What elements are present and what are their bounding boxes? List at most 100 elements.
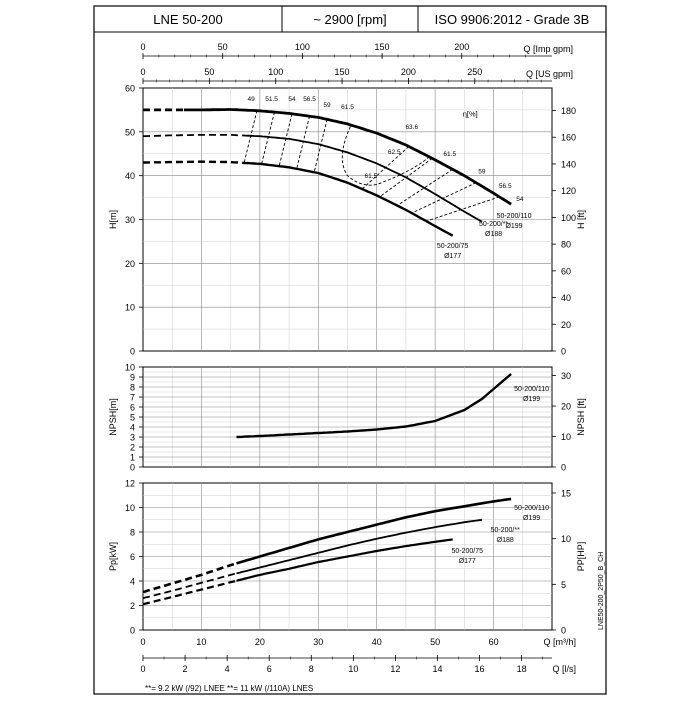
efficiency-label: 49 bbox=[247, 96, 255, 103]
efficiency-label: 61.5 bbox=[341, 104, 354, 111]
us-gpm-tick-label: 150 bbox=[335, 67, 350, 77]
efficiency-isoline bbox=[261, 112, 275, 165]
ls-tick-label: 18 bbox=[517, 664, 527, 674]
power-curve-label: Ø199 bbox=[523, 515, 540, 522]
right-axis-title: H [ft] bbox=[576, 210, 586, 229]
head-curve-label: Ø188 bbox=[485, 231, 502, 238]
efficiency-label: 54 bbox=[288, 96, 296, 103]
ls-tick-label: 2 bbox=[183, 664, 188, 674]
left-tick-label: 5 bbox=[130, 413, 135, 423]
efficiency-isoline bbox=[426, 196, 500, 222]
power-curve bbox=[236, 497, 512, 565]
left-tick-label: 7 bbox=[130, 393, 135, 403]
us-gpm-tick-label: 200 bbox=[401, 67, 416, 77]
imp-gpm-tick-label: 150 bbox=[375, 42, 390, 52]
ls-tick-label: 6 bbox=[267, 664, 272, 674]
us-gpm-tick-label: 0 bbox=[140, 67, 145, 77]
us-gpm-tick-label: 250 bbox=[467, 67, 482, 77]
efficiency-isoline bbox=[278, 113, 293, 167]
right-tick-label: 40 bbox=[561, 293, 571, 303]
left-tick-label: 2 bbox=[130, 601, 135, 611]
efficiency-label: 61.5 bbox=[365, 173, 378, 180]
left-tick-label: 4 bbox=[130, 423, 135, 433]
efficiency-unit-label: η[%] bbox=[463, 109, 478, 118]
ls-tick-label: 14 bbox=[432, 664, 442, 674]
right-axis-title: PP[HP] bbox=[576, 542, 586, 572]
left-tick-label: 8 bbox=[130, 383, 135, 393]
left-tick-label: 30 bbox=[125, 215, 135, 225]
m3h-tick-label: 40 bbox=[372, 637, 382, 647]
left-axis-title: H[m] bbox=[108, 210, 118, 229]
grid-lines bbox=[143, 88, 552, 630]
sheet-border bbox=[93, 5, 607, 695]
labels-layer: 50-200/110Ø19950-200/**Ø18850-200/75Ø177… bbox=[437, 213, 549, 565]
efficiency-isoline bbox=[296, 116, 310, 169]
power-curve-dashed bbox=[142, 562, 237, 594]
efficiency-label: 56.5 bbox=[499, 183, 512, 190]
footnote: **= 9.2 kW (/92) LNEE **= 11 kW (/110A) … bbox=[145, 684, 313, 693]
drawing-code: LNE50-200_2P50_B_CH bbox=[598, 552, 605, 630]
power-curve-label: 50-200/75 bbox=[452, 548, 484, 555]
npsh-curve-label: 50-200/110 bbox=[514, 386, 549, 393]
left-tick-label: 3 bbox=[130, 433, 135, 443]
efficiency-isoline bbox=[396, 168, 453, 206]
right-tick-label: 140 bbox=[561, 159, 576, 169]
m3h-tick-label: 30 bbox=[313, 637, 323, 647]
efficiency-label: 51.5 bbox=[265, 96, 278, 103]
head-curve bbox=[183, 108, 512, 206]
left-tick-label: 2 bbox=[130, 443, 135, 453]
left-tick-label: 10 bbox=[125, 303, 135, 313]
power-curve bbox=[236, 538, 453, 582]
left-tick-label: 20 bbox=[125, 259, 135, 269]
imp-gpm-axis-title: Q [Imp gpm] bbox=[523, 44, 573, 54]
efficiency-label: 61.5 bbox=[443, 151, 456, 158]
efficiency-isoline bbox=[243, 110, 258, 163]
imp-gpm-tick-label: 0 bbox=[140, 42, 145, 52]
head-curve-label: 50-200/** bbox=[479, 221, 508, 228]
right-tick-label: 0 bbox=[561, 347, 566, 357]
head-curve-label: Ø199 bbox=[505, 223, 522, 230]
ls-tick-label: 16 bbox=[475, 664, 485, 674]
power-curve-dashed bbox=[142, 572, 237, 599]
efficiency-isoline bbox=[411, 182, 477, 214]
right-tick-label: 15 bbox=[561, 488, 571, 498]
right-tick-label: 180 bbox=[561, 106, 576, 116]
npsh-curve bbox=[236, 373, 512, 439]
left-tick-label: 9 bbox=[130, 373, 135, 383]
right-tick-label: 160 bbox=[561, 133, 576, 143]
ls-tick-label: 0 bbox=[140, 664, 145, 674]
left-tick-label: 6 bbox=[130, 403, 135, 413]
left-tick-label: 0 bbox=[130, 347, 135, 357]
efficiency-label: 56.5 bbox=[303, 96, 316, 103]
power-curve-label: 50-200/** bbox=[491, 527, 520, 534]
m3h-tick-label: 60 bbox=[489, 637, 499, 647]
right-tick-label: 0 bbox=[561, 463, 566, 473]
efficiency-label: 59 bbox=[323, 102, 331, 109]
head-curve-label: 50-200/75 bbox=[437, 243, 469, 250]
head-curve bbox=[242, 134, 483, 223]
us-gpm-tick-label: 50 bbox=[204, 67, 214, 77]
imp-gpm-tick-label: 50 bbox=[218, 42, 228, 52]
efficiency-label: 59 bbox=[478, 168, 486, 175]
right-tick-label: 5 bbox=[561, 580, 566, 590]
m3h-tick-label: 0 bbox=[140, 637, 145, 647]
curves-layer bbox=[142, 108, 512, 606]
left-tick-label: 60 bbox=[125, 84, 135, 94]
efficiency-isoline bbox=[313, 119, 328, 173]
head-curve-dashed bbox=[142, 134, 243, 138]
ls-tick-label: 12 bbox=[390, 664, 400, 674]
left-tick-label: 12 bbox=[125, 479, 135, 489]
right-tick-label: 80 bbox=[561, 240, 571, 250]
left-tick-label: 1 bbox=[130, 453, 135, 463]
right-tick-label: 120 bbox=[561, 186, 576, 196]
m3h-axis-title: Q [m³/h] bbox=[543, 637, 576, 647]
m3h-tick-label: 10 bbox=[196, 637, 206, 647]
power-curve-dashed bbox=[142, 579, 237, 606]
right-tick-label: 10 bbox=[561, 534, 571, 544]
head-curve-label: Ø177 bbox=[444, 253, 461, 260]
efficiency-label: 63.6 bbox=[405, 124, 418, 131]
efficiency-layer: 49 51.5 54 56.5 59 61.5 63.6 62.5 61.5 61.5 59 56.5… bbox=[243, 96, 524, 222]
right-axis-title: NPSH [ft] bbox=[576, 398, 586, 436]
m3h-tick-label: 20 bbox=[255, 637, 265, 647]
